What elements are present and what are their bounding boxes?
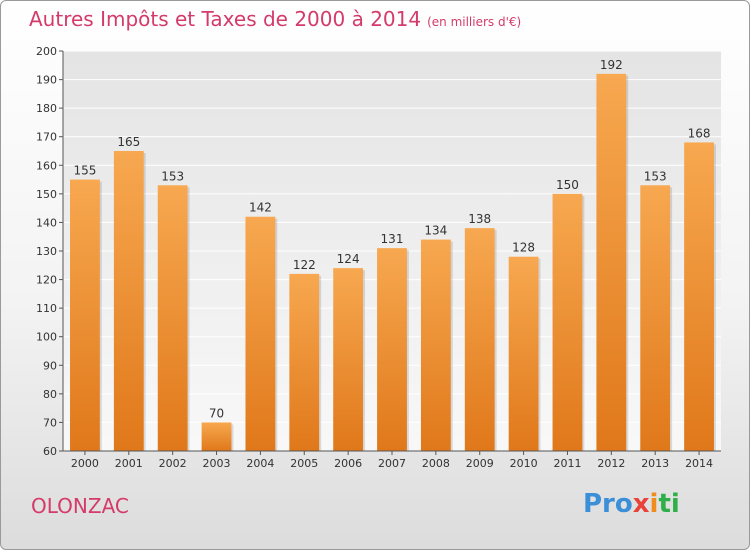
data-label: 153 xyxy=(644,169,667,183)
bar xyxy=(289,273,320,451)
x-tick-label: 2005 xyxy=(290,457,318,470)
x-tick-label: 2000 xyxy=(71,457,99,470)
y-tick-label: 70 xyxy=(43,416,57,429)
y-tick-label: 140 xyxy=(36,216,57,229)
x-tick-label: 2003 xyxy=(203,457,231,470)
data-label: 150 xyxy=(556,178,579,192)
bar xyxy=(464,228,495,451)
bar xyxy=(201,422,232,451)
y-tick-label: 130 xyxy=(36,245,57,258)
bar xyxy=(245,216,276,451)
bar xyxy=(70,179,100,452)
y-tick-label: 150 xyxy=(36,188,57,201)
proxiti-logo[interactable]: Proxiti xyxy=(583,489,680,519)
data-label: 70 xyxy=(209,406,224,420)
data-label: 124 xyxy=(337,252,360,266)
logo-part-1: Pro xyxy=(583,489,633,519)
data-label: 192 xyxy=(600,58,623,72)
data-label: 138 xyxy=(468,212,491,226)
y-tick-label: 160 xyxy=(36,159,57,172)
bars-group xyxy=(70,73,716,452)
y-tick-label: 200 xyxy=(36,45,57,58)
y-tick-label: 60 xyxy=(43,445,57,458)
x-tick-label: 2014 xyxy=(685,457,713,470)
logo-part-4: ti xyxy=(658,489,680,519)
x-tick-label: 2012 xyxy=(597,457,625,470)
labels-group: 60 70 80 90 100 110 120 130 140 150 160 170 180 190 20… xyxy=(36,45,713,470)
data-label: 131 xyxy=(381,232,404,246)
data-label: 142 xyxy=(249,201,272,215)
logo-part-3: i xyxy=(649,489,659,519)
x-tick-label: 2001 xyxy=(115,457,143,470)
data-label: 168 xyxy=(688,126,711,140)
bar xyxy=(596,73,627,451)
chart-subtitle: (en milliers d'€) xyxy=(427,15,522,29)
chart-title: Autres Impôts et Taxes de 2000 à 2014 (en… xyxy=(29,7,521,31)
y-tick-label: 110 xyxy=(36,302,57,315)
data-label: 165 xyxy=(117,135,140,149)
bar xyxy=(333,268,364,451)
commune-name: OLONZAC xyxy=(31,494,129,518)
data-label: 153 xyxy=(161,169,184,183)
y-tick-label: 170 xyxy=(36,131,57,144)
bar xyxy=(684,142,714,451)
data-label: 134 xyxy=(424,224,447,238)
bar xyxy=(552,193,583,451)
x-tick-label: 2002 xyxy=(159,457,187,470)
logo-part-2: x xyxy=(632,489,650,519)
data-label: 128 xyxy=(512,241,535,255)
y-tick-label: 190 xyxy=(36,74,57,87)
x-tick-label: 2010 xyxy=(510,457,538,470)
x-tick-label: 2013 xyxy=(641,457,669,470)
x-tick-label: 2007 xyxy=(378,457,406,470)
axes-group xyxy=(59,50,721,455)
bar xyxy=(640,185,671,452)
x-tick-label: 2008 xyxy=(422,457,450,470)
bar xyxy=(113,151,144,451)
y-tick-label: 120 xyxy=(36,274,57,287)
chart-title-text: Autres Impôts et Taxes de 2000 à 2014 xyxy=(29,7,422,31)
y-tick-label: 100 xyxy=(36,331,57,344)
x-tick-label: 2011 xyxy=(553,457,581,470)
data-label: 122 xyxy=(293,258,316,272)
x-tick-label: 2009 xyxy=(466,457,494,470)
x-tick-label: 2004 xyxy=(246,457,274,470)
bar xyxy=(420,239,451,451)
data-label: 155 xyxy=(73,164,96,178)
y-tick-label: 90 xyxy=(43,359,57,372)
x-tick-label: 2006 xyxy=(334,457,362,470)
bar xyxy=(377,248,407,451)
bar xyxy=(508,256,539,451)
bar xyxy=(157,185,188,452)
y-tick-label: 80 xyxy=(43,388,57,401)
y-tick-label: 180 xyxy=(36,102,57,115)
